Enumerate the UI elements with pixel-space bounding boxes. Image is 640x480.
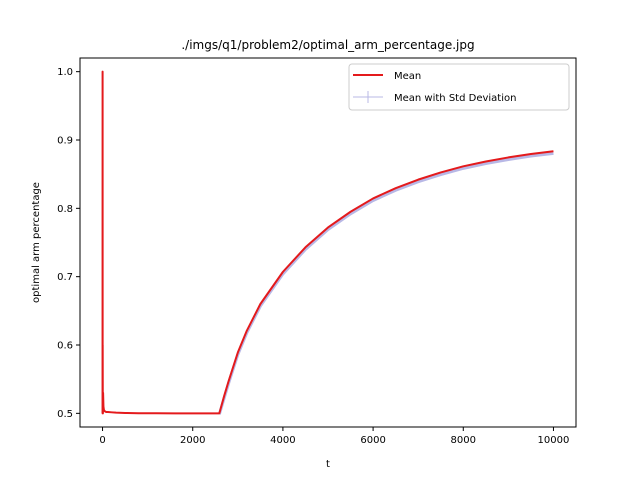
series-layer bbox=[101, 70, 554, 415]
y-tick-label: 0.9 bbox=[57, 136, 73, 147]
y-tick-label: 0.7 bbox=[57, 272, 73, 283]
legend-label-mean: Mean bbox=[394, 71, 421, 82]
x-tick-label: 8000 bbox=[451, 435, 476, 446]
y-tick-label: 0.6 bbox=[57, 341, 73, 352]
chart-title: ./imgs/q1/problem2/optimal_arm_percentag… bbox=[181, 38, 474, 52]
legend-label-std-deviation: Mean with Std Deviation bbox=[394, 93, 516, 104]
x-tick-label: 0 bbox=[99, 435, 105, 446]
legend-box bbox=[348, 63, 570, 111]
plot-area-frame bbox=[79, 57, 577, 428]
x-tick-label: 6000 bbox=[360, 435, 385, 446]
y-tick-label: 0.5 bbox=[57, 409, 73, 420]
x-tick-label: 10000 bbox=[538, 435, 570, 446]
series-mean bbox=[101, 70, 554, 415]
y-axis-label: optimal arm percentage bbox=[31, 182, 42, 303]
y-tick-label: 1.0 bbox=[57, 67, 73, 78]
legend: Mean Mean with Std Deviation bbox=[348, 63, 570, 111]
ticks-layer: 0 2000 4000 6000 8000 10000 0.5 0.6 0.7 0.8 0.9 1.0 bbox=[57, 67, 569, 446]
x-tick-label: 4000 bbox=[270, 435, 295, 446]
x-tick-label: 2000 bbox=[180, 435, 205, 446]
x-axis-label: t bbox=[326, 459, 330, 470]
y-tick-label: 0.8 bbox=[57, 204, 73, 215]
